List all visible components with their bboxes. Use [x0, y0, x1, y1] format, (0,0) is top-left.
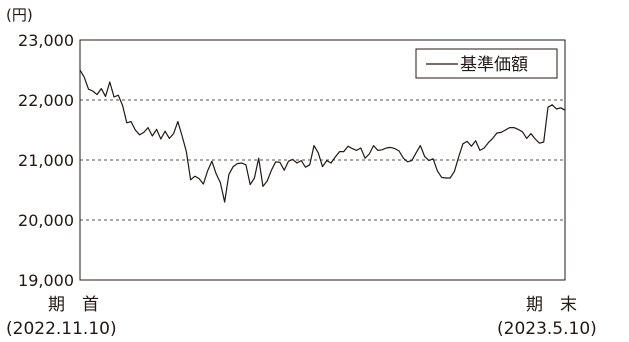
y-tick-label-23000: 23,000: [18, 31, 74, 50]
legend: 基準価額: [415, 48, 558, 79]
series-line-nav: [79, 69, 566, 203]
legend-label: 基準価額: [460, 55, 528, 75]
x-start-date: (2022.11.10): [6, 319, 117, 339]
x-start-label: 期 首: [48, 295, 99, 315]
grid-lines: [80, 99, 565, 221]
y-unit-label: (円): [6, 6, 33, 24]
y-tick-label-19000: 19,000: [18, 271, 74, 290]
x-end-label: 期 末: [526, 295, 577, 315]
plot-frame: [79, 39, 566, 281]
y-tick-label-21000: 21,000: [18, 151, 74, 170]
x-end-date: (2023.5.10): [497, 319, 597, 339]
y-axis-ticks: 19,000 20,000 21,000 22,000 23,000: [18, 31, 74, 290]
y-tick-label-20000: 20,000: [18, 211, 74, 230]
y-tick-label-22000: 22,000: [18, 91, 74, 110]
